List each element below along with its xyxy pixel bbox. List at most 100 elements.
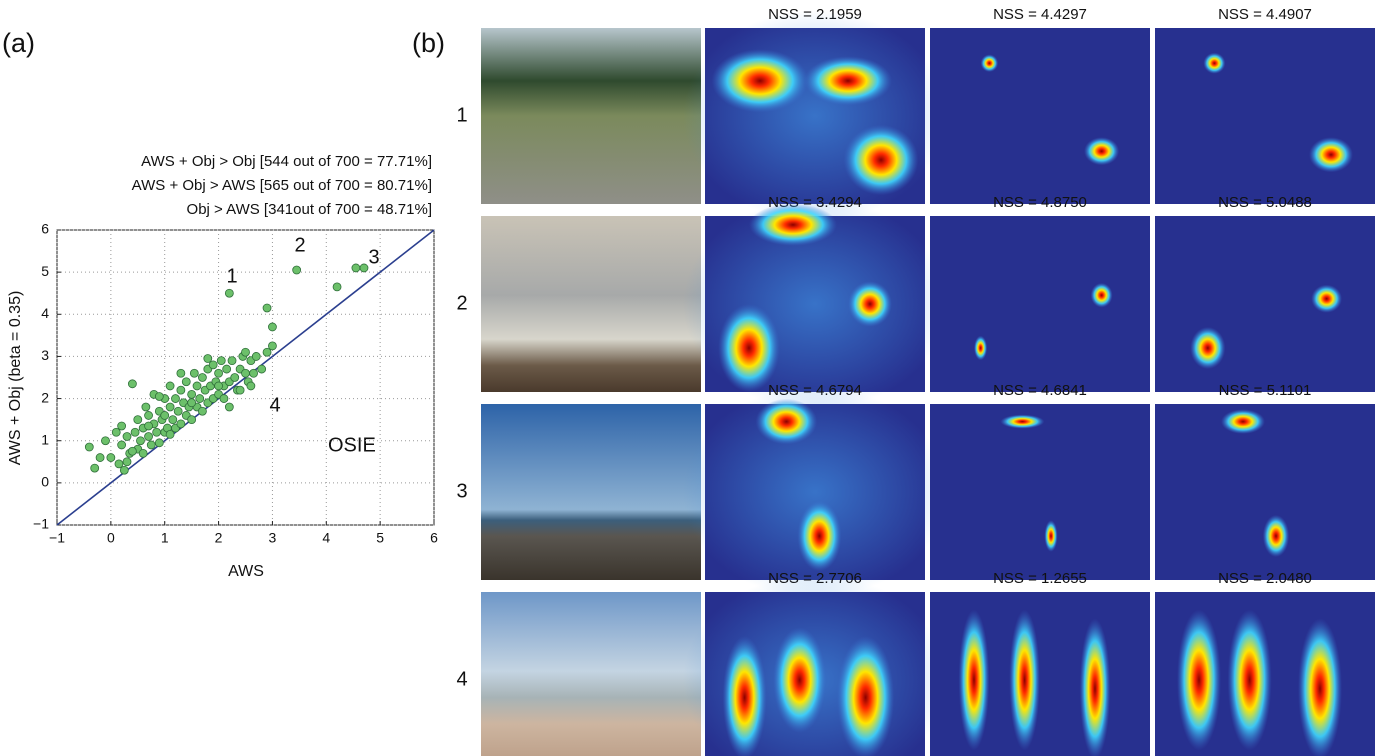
scatter-point [224, 402, 234, 412]
row-label: 1 [456, 104, 467, 126]
saliency-blob [1203, 52, 1226, 74]
scatter-point [127, 379, 137, 389]
scatter-point [216, 356, 226, 366]
y-tick-label: 1 [41, 431, 49, 447]
scatter-point [119, 465, 129, 475]
scatter-point [198, 406, 207, 416]
scatter-point [219, 394, 229, 403]
photo [481, 404, 701, 580]
scatter-point [146, 440, 156, 450]
saliency-blob [1009, 609, 1040, 751]
saliency-blob [1190, 326, 1226, 370]
saliency-blob [1221, 409, 1265, 434]
scatter-point [241, 347, 250, 357]
y-tick-label: 6 [41, 221, 49, 237]
nss-label: NSS = 5.1101 [1219, 382, 1312, 399]
scatter-point [262, 347, 272, 357]
scatter-point [257, 364, 267, 374]
scatter-point [144, 411, 153, 420]
scatter-point [224, 288, 234, 298]
x-axis-label: AWS [228, 563, 264, 580]
y-tick-label: 0 [41, 474, 49, 490]
scatter-point [187, 415, 197, 425]
saliency-map [930, 216, 1150, 392]
saliency-blob [722, 636, 767, 756]
scatter-point [230, 373, 240, 382]
scatter-point [122, 457, 132, 467]
saliency-map [930, 404, 1150, 580]
scatter-point [251, 352, 261, 361]
x-tick-label: 5 [376, 530, 384, 546]
saliency-map [1155, 28, 1375, 204]
scatter-point [144, 421, 153, 431]
scatter-point [292, 265, 302, 275]
saliency-blob [1298, 618, 1342, 756]
y-tick-label: 3 [41, 347, 49, 363]
scatter-point [138, 448, 148, 458]
annotation: Obj > AWS [341out of 700 = 48.71%] [187, 201, 432, 218]
scatter-point [171, 394, 180, 403]
saliency-blob [1262, 514, 1290, 558]
scatter-point [268, 322, 277, 332]
scatter-point [165, 381, 175, 391]
scatter-point [154, 438, 164, 448]
scatter-point [106, 453, 116, 462]
saliency-blob [843, 124, 919, 196]
panel-label: (b) [412, 28, 445, 58]
scatter-point [235, 385, 245, 395]
saliency-blob [837, 636, 895, 756]
scatter-point [192, 381, 202, 391]
scatter-point [181, 377, 191, 387]
scatter-point [141, 402, 151, 412]
dataset-label: OSIE [328, 434, 376, 456]
y-tick-label: 2 [41, 389, 49, 405]
scatter-point [114, 459, 124, 469]
saliency-map [1155, 216, 1375, 392]
saliency-blob [1177, 609, 1221, 751]
point-label: 2 [294, 234, 305, 256]
scatter-point [198, 373, 207, 382]
scatter-point [95, 453, 105, 462]
y-axis-label: AWS + Obj (beta = 0.35) [7, 291, 24, 466]
point-label: 3 [368, 246, 379, 268]
scatter-point [214, 368, 223, 378]
scatter-point [165, 402, 175, 412]
photo [481, 592, 701, 756]
saliency-blob [1090, 282, 1113, 308]
scatter-point [189, 368, 199, 378]
photo [481, 28, 701, 204]
scatter-point [241, 368, 250, 378]
saliency-blob [1311, 284, 1342, 313]
y-tick-label: −1 [33, 516, 49, 532]
nss-label: NSS = 4.8750 [993, 194, 1087, 211]
scatter-point [203, 354, 213, 363]
scatter-point [262, 303, 272, 313]
scatter-point [195, 394, 205, 403]
scatter-point [222, 364, 232, 374]
nss-label: NSS = 4.6841 [993, 382, 1087, 399]
scatter-point [136, 436, 145, 446]
scatter-point [90, 463, 100, 473]
scatter-point [187, 398, 197, 408]
x-tick-label: 3 [269, 530, 277, 546]
scatter-point [130, 427, 140, 437]
saliency-blob [1309, 137, 1353, 173]
row-label: 2 [456, 292, 467, 314]
row-label: 4 [456, 668, 467, 690]
saliency-blob [974, 335, 988, 361]
scatter-point [359, 263, 369, 273]
scatter-point [122, 432, 132, 441]
x-tick-label: 2 [215, 530, 223, 546]
y-tick-label: 4 [41, 305, 49, 321]
saliency-blob [797, 500, 842, 572]
saliency-blob [804, 56, 892, 106]
scatter-point [176, 368, 186, 378]
photo [481, 216, 701, 392]
saliency-blob [718, 304, 780, 392]
scatter-point [144, 432, 153, 441]
saliency-blob [1227, 609, 1272, 751]
scatter-point [127, 446, 137, 456]
nss-label: NSS = 1.2655 [993, 570, 1087, 587]
saliency-blob [1000, 414, 1045, 429]
